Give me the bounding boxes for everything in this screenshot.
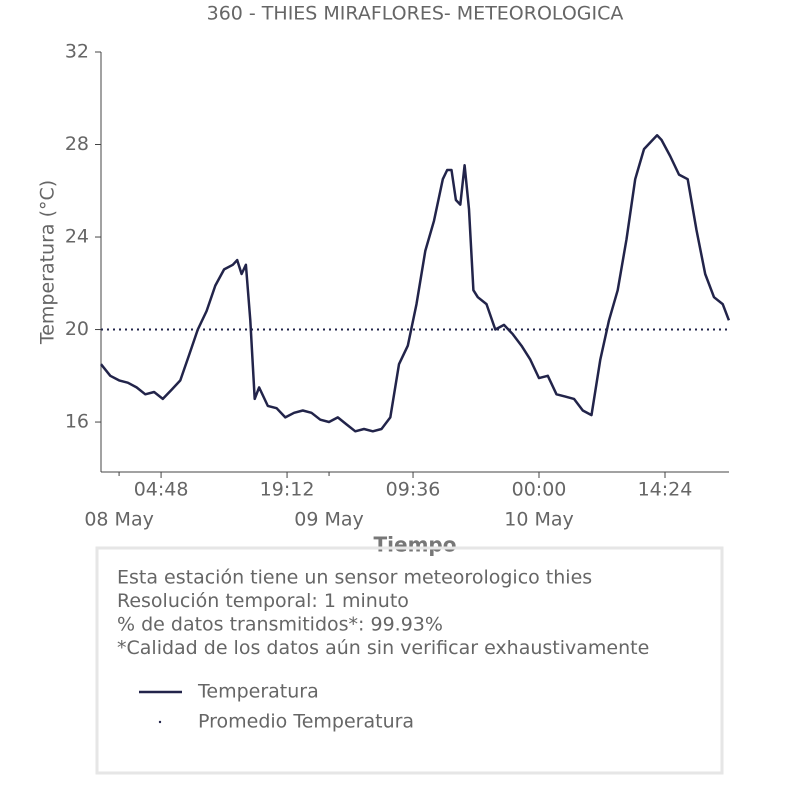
info-box [95,546,724,775]
data-line [100,134,731,433]
x-tick-label: 19:12 [260,479,315,501]
x-tick-label: 14:24 [638,479,693,501]
x-tick-label: 09:36 [386,479,441,501]
x-tick-label: 04:48 [134,479,189,501]
info-text: Esta estación tiene un sensor meteorolog… [117,567,592,589]
legend-dot-swatch [158,720,162,724]
x-date-label: 09 May [294,509,364,531]
y-tick-label: 20 [65,318,89,340]
chart-title: 360 - THIES MIRAFLORES- METEOROLOGICA [207,3,624,25]
y-tick-label: 32 [65,41,89,63]
legend-label: Promedio Temperatura [198,711,414,733]
x-axis-label: Tiempo [374,533,457,557]
info-text: *Calidad de los datos aún sin verificar … [117,637,649,659]
y-axis-label: Temperatura (°C) [37,180,59,345]
info-text: % de datos transmitidos*: 99.93% [117,614,443,636]
x-date-label: 08 May [84,509,154,531]
y-tick-label: 24 [65,226,89,248]
x-date-label: 10 May [504,509,574,531]
y-tick-label: 16 [65,411,89,433]
legend-label: Temperatura [197,681,319,703]
info-text: Resolución temporal: 1 minuto [117,590,409,612]
y-tick-label: 28 [65,133,89,155]
x-tick-label: 00:00 [512,479,567,501]
